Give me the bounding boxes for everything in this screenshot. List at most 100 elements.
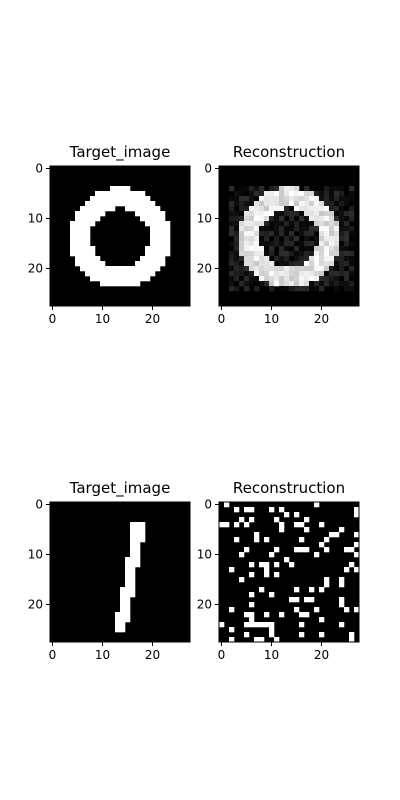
pixel (219, 622, 225, 628)
pixel (264, 567, 270, 573)
pixel (110, 186, 116, 192)
pixel (229, 241, 235, 247)
pixel (344, 246, 350, 252)
pixel (90, 256, 96, 262)
pixel (150, 241, 156, 247)
pixel (314, 266, 320, 272)
pixel (304, 517, 310, 523)
pixel (339, 597, 345, 603)
pixel (274, 276, 280, 282)
pixel (70, 231, 76, 237)
pixel (80, 211, 86, 217)
pixel (160, 251, 166, 257)
y-tick-label: 20 (197, 262, 212, 276)
pixel (314, 261, 320, 267)
pixel (155, 221, 161, 227)
pixel (339, 231, 345, 237)
pixel (85, 241, 91, 247)
pixel (254, 231, 260, 237)
pixel (319, 617, 325, 623)
pixel (319, 587, 325, 593)
pixel (304, 196, 310, 202)
pixel (95, 196, 101, 202)
pixel (319, 256, 325, 262)
pixel (314, 241, 320, 247)
pixel (314, 191, 320, 197)
pixel (229, 231, 235, 237)
pixel (80, 216, 86, 222)
pixel (259, 246, 265, 252)
pixel (125, 592, 131, 598)
pixel (80, 221, 86, 227)
pixel (349, 216, 355, 222)
pixel (125, 557, 131, 563)
pixel (120, 627, 126, 633)
pixel (309, 587, 315, 593)
pixel (165, 236, 171, 242)
pixel (249, 612, 255, 618)
pixel (244, 221, 250, 227)
pixel (80, 246, 86, 252)
panel-title: Reconstruction (233, 143, 345, 161)
pixel (239, 221, 245, 227)
pixel (324, 582, 330, 588)
pixel (155, 231, 161, 237)
pixel (85, 206, 91, 212)
pixel (309, 597, 315, 603)
pixel (289, 186, 295, 192)
pixel (259, 256, 265, 262)
pixel (105, 266, 111, 272)
pixel (140, 276, 146, 282)
pixel (334, 276, 340, 282)
pixel (279, 276, 285, 282)
x-tick-label: 10 (95, 648, 110, 662)
pixel (140, 261, 146, 267)
pixel (150, 261, 156, 267)
pixel (304, 266, 310, 272)
pixel (349, 271, 355, 277)
pixel (75, 256, 81, 262)
pixel (115, 281, 121, 287)
pixel (254, 622, 260, 628)
pixel (115, 191, 121, 197)
pixel (344, 216, 350, 222)
pixel (294, 221, 300, 227)
pixel (319, 201, 325, 207)
pixel (85, 246, 91, 252)
pixel (289, 261, 295, 267)
pixel (229, 276, 235, 282)
pixel (299, 537, 305, 543)
pixel (299, 622, 305, 628)
pixel (299, 612, 305, 618)
pixel (135, 562, 141, 568)
pixel (95, 206, 101, 212)
pixel (324, 221, 330, 227)
pixel (339, 256, 345, 262)
pixel (264, 266, 270, 272)
pixel (334, 271, 340, 277)
pixel (344, 196, 350, 202)
image-background (219, 502, 359, 642)
pixel (105, 281, 111, 287)
pixel (115, 196, 121, 202)
pixel (294, 276, 300, 282)
x-tick-label: 20 (314, 312, 329, 326)
pixel (70, 246, 76, 252)
y-tick-label: 0 (35, 162, 43, 176)
pixel (90, 276, 96, 282)
pixel (160, 231, 166, 237)
pixel (135, 557, 141, 563)
pixel (269, 221, 275, 227)
pixel (125, 186, 131, 192)
pixel (299, 201, 305, 207)
pixel (299, 246, 305, 252)
pixel (319, 286, 325, 292)
pixel (259, 241, 265, 247)
pixel (314, 286, 320, 292)
x-tick-label: 10 (264, 648, 279, 662)
pixel (249, 602, 255, 608)
pixel (254, 251, 260, 257)
pixel (160, 246, 166, 252)
pixel (115, 276, 121, 282)
pixel (239, 271, 245, 277)
